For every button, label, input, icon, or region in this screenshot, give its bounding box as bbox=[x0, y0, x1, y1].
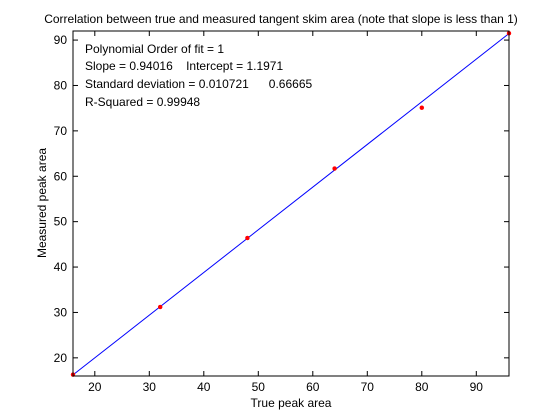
y-axis-label: Measured peak area bbox=[35, 148, 49, 258]
data-point bbox=[245, 235, 250, 241]
x-tick-label: 30 bbox=[143, 380, 157, 394]
x-tick-label: 70 bbox=[361, 380, 375, 394]
x-tick-label: 20 bbox=[88, 380, 102, 394]
fit-annotation: Polynomial Order of fit = 1 Slope = 0.94… bbox=[85, 42, 313, 109]
annotation-order: Polynomial Order of fit = 1 bbox=[85, 42, 224, 56]
x-axis-label: True peak area bbox=[251, 396, 332, 410]
annotation-slope: Slope = 0.94016 Intercept = 1.1971 bbox=[85, 59, 283, 73]
axes-box bbox=[72, 30, 510, 377]
data-point bbox=[157, 304, 163, 310]
data-point bbox=[332, 166, 337, 171]
x-tick-label: 50 bbox=[252, 380, 266, 394]
y-tick-label: 70 bbox=[54, 124, 68, 138]
y-tick-label: 60 bbox=[54, 169, 68, 183]
annotation-stddev: Standard deviation = 0.010721 0.66665 bbox=[85, 77, 313, 91]
y-tick-label: 80 bbox=[54, 78, 68, 92]
x-tick-label: 90 bbox=[470, 380, 484, 394]
fit-line bbox=[72, 33, 510, 376]
y-tick-label: 30 bbox=[54, 305, 68, 319]
fit-line-group bbox=[72, 33, 510, 376]
y-tick-label: 20 bbox=[54, 351, 68, 365]
y-tick-label: 40 bbox=[54, 260, 68, 274]
y-tick-label: 90 bbox=[54, 33, 68, 47]
y-tick-label: 50 bbox=[54, 215, 68, 229]
x-tick-label: 80 bbox=[415, 380, 429, 394]
data-point bbox=[419, 105, 425, 110]
chart-title: Correlation between true and measured ta… bbox=[44, 12, 518, 26]
x-tick-label: 60 bbox=[306, 380, 320, 394]
ticks: 20 30 40 50 60 70 80 90 20 30 40 50 60 70 80 90 bbox=[54, 31, 509, 394]
x-tick-label: 40 bbox=[197, 380, 211, 394]
annotation-rsquared: R-Squared = 0.99948 bbox=[85, 95, 200, 109]
